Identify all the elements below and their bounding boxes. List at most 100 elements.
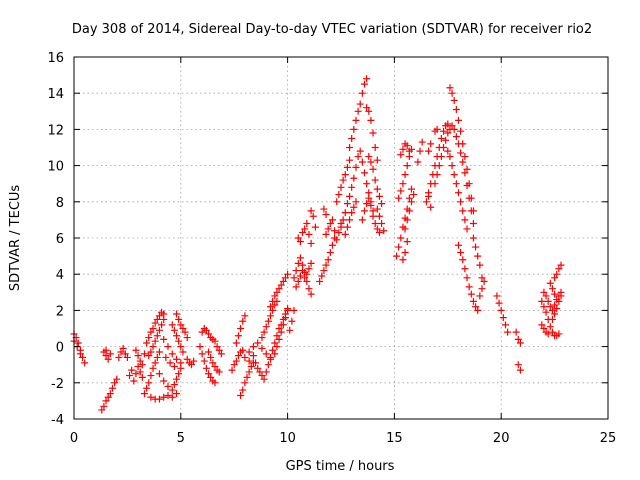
x-tick-label: 5	[177, 431, 185, 446]
data-point	[262, 323, 270, 331]
data-point	[352, 116, 360, 124]
data-point	[168, 393, 176, 401]
data-point	[164, 382, 172, 390]
data-point	[375, 229, 383, 237]
data-point	[284, 270, 292, 278]
data-point	[296, 272, 304, 280]
data-point	[164, 391, 172, 399]
data-point	[371, 220, 379, 228]
data-point	[160, 393, 168, 401]
data-point	[239, 317, 247, 325]
data-point	[149, 343, 157, 351]
data-point	[132, 346, 140, 354]
y-tick-label: -2	[51, 377, 64, 392]
data-point	[469, 297, 477, 305]
data-point	[316, 277, 324, 285]
data-point	[343, 163, 351, 171]
data-point	[213, 343, 221, 351]
data-point	[335, 229, 343, 237]
data-point	[472, 243, 480, 251]
x-tick-label: 0	[70, 431, 78, 446]
data-point	[155, 326, 163, 334]
data-point	[296, 238, 304, 246]
data-point	[258, 344, 266, 352]
data-point	[269, 346, 277, 354]
data-point	[433, 125, 441, 133]
data-point	[160, 335, 168, 343]
data-point	[209, 359, 217, 367]
data-point	[318, 272, 326, 280]
data-point	[467, 290, 475, 298]
data-point	[273, 288, 281, 296]
data-point	[452, 180, 460, 188]
data-point	[544, 297, 552, 305]
data-point	[457, 248, 465, 256]
data-point	[292, 283, 300, 291]
data-point	[286, 326, 294, 334]
data-point	[264, 317, 272, 325]
data-point	[279, 277, 287, 285]
data-point	[444, 129, 452, 137]
data-point	[459, 207, 467, 215]
data-point	[557, 292, 565, 300]
data-point	[405, 207, 413, 215]
data-point	[267, 312, 275, 320]
data-point	[177, 343, 185, 351]
data-point	[230, 361, 238, 369]
data-point	[149, 364, 157, 372]
data-point	[205, 370, 213, 378]
data-point	[440, 127, 448, 135]
data-point	[252, 359, 260, 367]
data-point	[497, 306, 505, 314]
data-point	[175, 370, 183, 378]
y-tick-label: 14	[47, 87, 64, 102]
data-point	[365, 153, 373, 161]
data-point	[416, 147, 424, 155]
data-point	[454, 241, 462, 249]
data-point	[435, 162, 443, 170]
data-point	[164, 343, 172, 351]
data-point	[405, 147, 413, 155]
data-point	[348, 134, 356, 142]
data-point	[346, 216, 354, 224]
data-point	[126, 372, 134, 380]
data-point	[198, 328, 206, 336]
y-axis-title: SDTVAR / TECUs	[8, 185, 23, 292]
data-point	[461, 216, 469, 224]
data-point	[373, 205, 381, 213]
data-point	[269, 306, 277, 314]
data-point	[151, 359, 159, 367]
data-point	[548, 328, 556, 336]
data-point	[138, 361, 146, 369]
data-point	[360, 207, 368, 215]
data-point	[160, 315, 168, 323]
data-point	[354, 153, 362, 161]
data-point	[463, 165, 471, 173]
data-point	[245, 357, 253, 365]
data-point	[305, 265, 313, 273]
data-point	[134, 363, 142, 371]
data-point	[465, 283, 473, 291]
data-point	[360, 169, 368, 177]
data-point	[271, 292, 279, 300]
data-point	[322, 261, 330, 269]
data-point	[350, 174, 358, 182]
data-point	[211, 379, 219, 387]
data-point	[437, 134, 445, 142]
data-point	[326, 220, 334, 228]
data-point	[337, 183, 345, 191]
axis-ticks	[73, 56, 609, 420]
data-point	[237, 391, 245, 399]
data-point	[106, 350, 114, 358]
data-point	[79, 353, 87, 361]
data-point	[324, 256, 332, 264]
chart-title: Day 308 of 2014, Sidereal Day-to-day VTE…	[72, 22, 592, 37]
data-point	[544, 330, 552, 338]
data-point	[553, 270, 561, 278]
data-point	[273, 343, 281, 351]
data-point	[538, 297, 546, 305]
data-point	[495, 299, 503, 307]
data-point	[403, 216, 411, 224]
data-point	[322, 230, 330, 238]
data-point	[546, 323, 554, 331]
